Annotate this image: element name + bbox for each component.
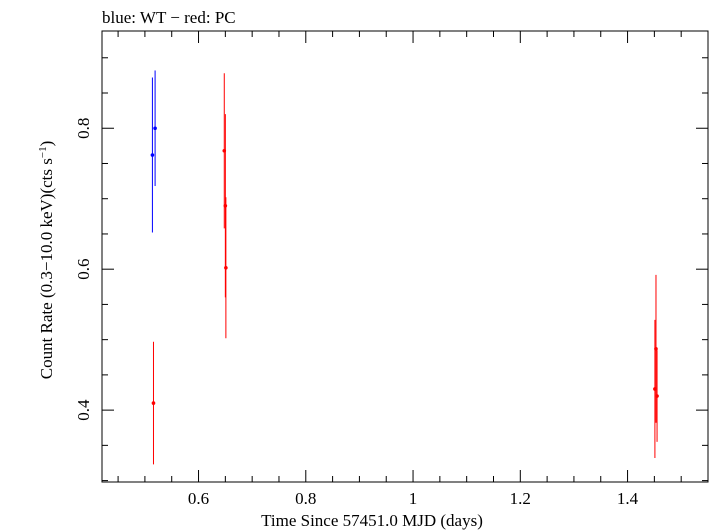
x-tick-label: 0.6 (188, 489, 209, 508)
wt-data-point (153, 126, 157, 131)
pc-data-point (655, 394, 659, 398)
pc-data-point (654, 347, 658, 351)
y-axis-label: Count Rate (0.3−10.0 keV)(cts s−1) (37, 141, 56, 380)
y-axis-label-sup: −1 (37, 146, 49, 158)
x-tick-label: 1 (409, 489, 418, 508)
y-tick-label: 0.6 (74, 259, 93, 280)
data-points (150, 70, 659, 465)
y-axis-label-main: Count Rate (0.3−10.0 keV)(cts s (37, 158, 56, 379)
x-tick-label: 1.4 (617, 489, 639, 508)
y-tick-label: 0.8 (74, 118, 93, 139)
pc-data-point (224, 265, 228, 270)
y-axis-label-end: ) (37, 141, 56, 147)
x-tick-label: 1.2 (510, 489, 531, 508)
x-axis-label: Time Since 57451.0 MJD (days) (261, 511, 483, 530)
wt-data-point (150, 153, 155, 157)
x-tick-label: 0.8 (295, 489, 316, 508)
pc-data-point (223, 203, 228, 208)
pc-data-point (151, 401, 156, 405)
axis-ticks: 0.6 0.8 1 1.2 1.4 0.4 0.6 0.8 (74, 31, 709, 508)
chart-title: blue: WT − red: PC (102, 8, 236, 27)
plot-frame (101, 30, 709, 483)
y-tick-label: 0.4 (74, 399, 93, 421)
